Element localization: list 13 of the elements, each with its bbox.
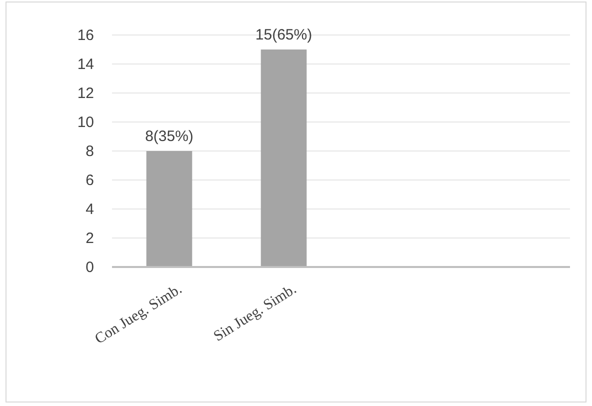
y-tick-label: 4 [86,200,94,218]
y-tick-label: 16 [77,26,94,44]
y-tick-label: 2 [86,230,94,247]
y-tick-label: 14 [77,56,94,73]
y-tick-label: 12 [77,84,94,102]
y-tick-label: 6 [86,172,94,189]
x-tick-label: Con Jueg. Simb. [92,281,185,348]
data-label: 8(35%) [145,128,194,145]
y-tick-label: 8 [86,142,94,160]
x-tick-label: Sin Jueg. Simb. [211,281,300,345]
y-tick-label: 10 [77,114,94,131]
data-label: 15(65%) [255,26,312,44]
y-tick-label: 0 [86,258,94,276]
